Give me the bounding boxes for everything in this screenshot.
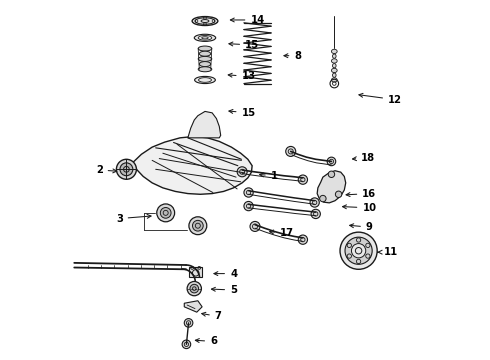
Circle shape: [335, 191, 342, 198]
Circle shape: [327, 157, 336, 166]
Ellipse shape: [198, 67, 212, 72]
Ellipse shape: [331, 59, 337, 63]
Text: 15: 15: [229, 40, 259, 50]
Circle shape: [328, 171, 335, 177]
Circle shape: [117, 159, 136, 179]
Text: 15: 15: [229, 108, 256, 118]
Ellipse shape: [198, 57, 212, 62]
Circle shape: [250, 221, 260, 231]
Ellipse shape: [331, 78, 337, 82]
Polygon shape: [189, 267, 202, 277]
Circle shape: [157, 204, 174, 222]
Text: 6: 6: [196, 337, 217, 346]
Circle shape: [189, 217, 207, 235]
Ellipse shape: [333, 54, 336, 58]
Circle shape: [351, 244, 366, 258]
Text: 17: 17: [270, 228, 294, 238]
Text: 13: 13: [228, 71, 256, 81]
Circle shape: [244, 188, 253, 197]
Ellipse shape: [192, 17, 218, 26]
Circle shape: [311, 209, 320, 219]
Text: 14: 14: [230, 15, 265, 25]
Circle shape: [184, 319, 193, 327]
Circle shape: [298, 175, 308, 184]
Text: 11: 11: [378, 247, 398, 257]
Circle shape: [160, 207, 171, 218]
Text: 12: 12: [359, 93, 402, 105]
Polygon shape: [184, 301, 202, 312]
Circle shape: [182, 340, 191, 348]
Circle shape: [237, 167, 247, 177]
Text: 8: 8: [284, 51, 301, 61]
Circle shape: [244, 202, 253, 211]
Circle shape: [193, 220, 203, 231]
Circle shape: [319, 195, 326, 202]
Ellipse shape: [331, 68, 337, 73]
Text: 7: 7: [202, 311, 221, 321]
Text: 16: 16: [346, 189, 376, 199]
Ellipse shape: [195, 76, 215, 84]
Ellipse shape: [194, 34, 216, 41]
Polygon shape: [132, 136, 252, 194]
Text: 1: 1: [260, 171, 278, 181]
Polygon shape: [317, 171, 346, 203]
Ellipse shape: [199, 62, 211, 67]
Circle shape: [286, 147, 296, 157]
Text: 4: 4: [214, 269, 237, 279]
Text: 9: 9: [350, 222, 373, 232]
Ellipse shape: [331, 49, 337, 54]
Circle shape: [340, 232, 377, 269]
Ellipse shape: [199, 51, 211, 56]
Circle shape: [345, 237, 372, 264]
Circle shape: [190, 284, 198, 293]
Ellipse shape: [198, 46, 212, 51]
Circle shape: [187, 282, 201, 296]
Circle shape: [310, 198, 319, 207]
Ellipse shape: [333, 73, 336, 77]
Text: 2: 2: [96, 165, 117, 175]
Text: 3: 3: [116, 213, 151, 224]
Circle shape: [120, 163, 133, 176]
Polygon shape: [188, 111, 221, 138]
Text: 10: 10: [343, 203, 376, 213]
Text: 18: 18: [352, 153, 375, 163]
Ellipse shape: [333, 64, 336, 68]
Text: 5: 5: [211, 285, 237, 295]
Circle shape: [298, 235, 308, 244]
